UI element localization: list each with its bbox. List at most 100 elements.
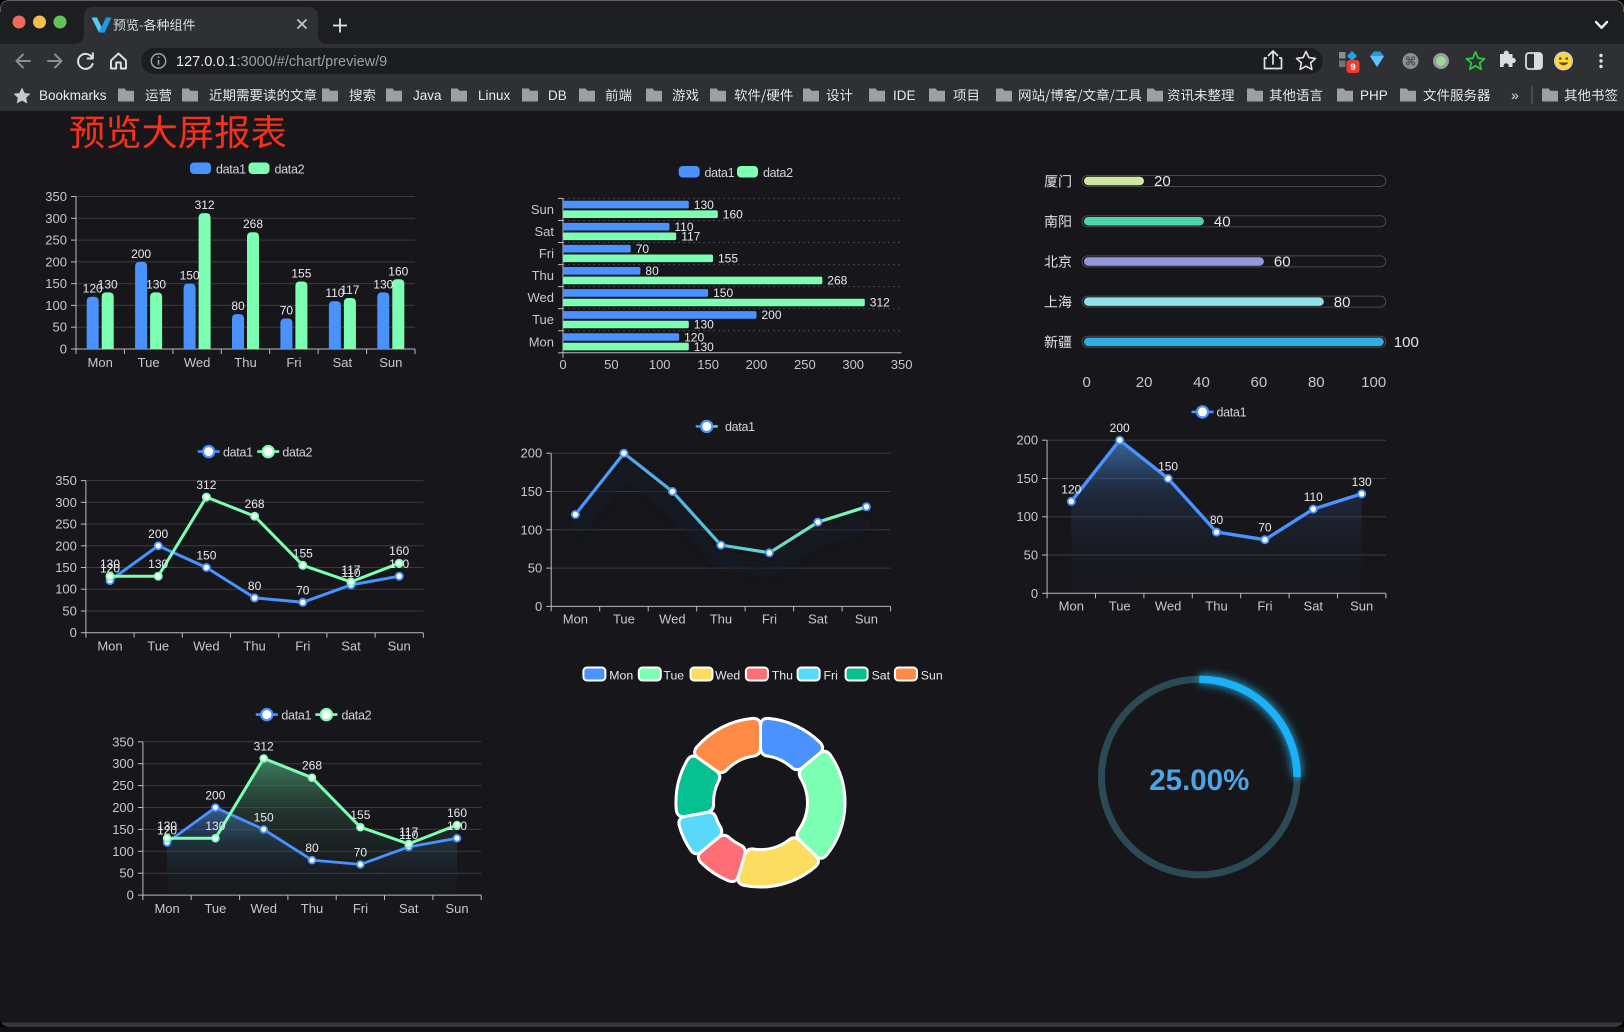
svg-text:data2: data2 — [342, 708, 372, 722]
svg-text:200: 200 — [1016, 433, 1038, 448]
svg-text:Sat: Sat — [872, 668, 891, 682]
svg-text:150: 150 — [713, 286, 733, 300]
svg-text:Sun: Sun — [388, 639, 411, 654]
svg-text:120: 120 — [1061, 482, 1081, 496]
svg-text:130: 130 — [100, 557, 120, 571]
svg-text:Sun: Sun — [445, 901, 468, 916]
svg-text:100: 100 — [55, 582, 77, 597]
svg-text:155: 155 — [350, 808, 370, 822]
svg-text:0: 0 — [559, 357, 566, 372]
svg-text:200: 200 — [205, 789, 225, 803]
svg-text:350: 350 — [112, 734, 134, 749]
svg-text:150: 150 — [1016, 471, 1038, 486]
svg-text:70: 70 — [296, 583, 310, 597]
svg-text:Bookmarks: Bookmarks — [39, 88, 107, 103]
svg-text:200: 200 — [131, 247, 151, 261]
svg-text:100: 100 — [112, 844, 134, 859]
svg-text:127.0.0.1:3000/#/chart/preview: 127.0.0.1:3000/#/chart/preview/9 — [176, 54, 387, 70]
svg-text:60: 60 — [1274, 254, 1291, 271]
svg-text:50: 50 — [604, 357, 618, 372]
svg-text:130: 130 — [694, 340, 714, 354]
svg-text:130: 130 — [157, 819, 177, 833]
svg-text:Fri: Fri — [353, 901, 368, 916]
svg-text:Tue: Tue — [1109, 598, 1131, 613]
svg-text:Thu: Thu — [710, 611, 732, 626]
svg-text:350: 350 — [45, 189, 67, 204]
svg-text:data1: data1 — [223, 445, 253, 459]
svg-text:0: 0 — [70, 625, 77, 640]
svg-text:Tue: Tue — [147, 639, 169, 654]
svg-text:130: 130 — [98, 277, 118, 291]
svg-text:120: 120 — [83, 282, 103, 296]
svg-text:200: 200 — [1110, 421, 1130, 435]
svg-text:250: 250 — [55, 517, 77, 532]
svg-text:110: 110 — [674, 220, 693, 234]
svg-text:Java: Java — [413, 88, 442, 103]
svg-text:200: 200 — [762, 308, 782, 322]
svg-text:130: 130 — [146, 277, 166, 291]
svg-text:data1: data1 — [281, 708, 311, 722]
svg-text:110: 110 — [325, 286, 344, 300]
svg-text:Sun: Sun — [1350, 598, 1373, 613]
svg-text:150: 150 — [45, 276, 67, 291]
svg-text:150: 150 — [254, 810, 274, 824]
svg-text:Sun: Sun — [921, 668, 943, 682]
svg-text:117: 117 — [681, 230, 700, 244]
svg-text:data1: data1 — [1217, 406, 1247, 420]
svg-text:70: 70 — [636, 242, 650, 256]
svg-text:160: 160 — [447, 806, 467, 820]
svg-text:80: 80 — [1334, 294, 1351, 311]
svg-text:Sun: Sun — [855, 611, 878, 626]
svg-text:117: 117 — [399, 825, 418, 839]
svg-text:130: 130 — [694, 198, 714, 212]
svg-text:50: 50 — [528, 561, 542, 576]
svg-text:Mon: Mon — [88, 355, 113, 370]
svg-text:Thu: Thu — [301, 901, 323, 916]
svg-text:Mon: Mon — [609, 668, 633, 682]
svg-text:Wed: Wed — [184, 355, 211, 370]
svg-text:Fri: Fri — [295, 639, 310, 654]
svg-text:312: 312 — [196, 478, 216, 492]
svg-text:300: 300 — [55, 495, 77, 510]
svg-text:268: 268 — [243, 217, 263, 231]
svg-text:Mon: Mon — [1059, 598, 1084, 613]
svg-text:Sat: Sat — [341, 639, 361, 654]
svg-text:200: 200 — [746, 357, 768, 372]
svg-text:Thu: Thu — [1205, 598, 1227, 613]
svg-text:Thu: Thu — [772, 668, 793, 682]
svg-text:0: 0 — [127, 888, 134, 903]
svg-text:80: 80 — [305, 841, 319, 855]
svg-text:130: 130 — [1352, 475, 1372, 489]
svg-text:Fri: Fri — [824, 668, 838, 682]
svg-text:Wed: Wed — [193, 639, 220, 654]
svg-text:Fri: Fri — [762, 611, 777, 626]
svg-text:120: 120 — [684, 330, 704, 344]
svg-text:155: 155 — [718, 252, 738, 266]
svg-text:70: 70 — [1258, 521, 1272, 535]
svg-text:80: 80 — [231, 299, 245, 313]
svg-text:150: 150 — [180, 269, 200, 283]
svg-text:100: 100 — [45, 298, 67, 313]
svg-text:Sun: Sun — [531, 202, 554, 217]
svg-text:40: 40 — [1214, 213, 1231, 230]
svg-text:IDE: IDE — [893, 88, 916, 103]
svg-text:Tue: Tue — [613, 611, 635, 626]
svg-text:130: 130 — [694, 318, 714, 332]
svg-text:Wed: Wed — [715, 668, 740, 682]
svg-text:200: 200 — [148, 527, 168, 541]
svg-text:Sat: Sat — [333, 355, 353, 370]
svg-text:20: 20 — [1136, 374, 1153, 391]
svg-text:60: 60 — [1251, 374, 1268, 391]
svg-text:200: 200 — [520, 446, 542, 461]
svg-text:⌘: ⌘ — [1405, 54, 1417, 68]
svg-text:150: 150 — [520, 484, 542, 499]
svg-text:150: 150 — [697, 357, 719, 372]
svg-text:160: 160 — [388, 264, 408, 278]
svg-text:160: 160 — [723, 207, 743, 221]
svg-text:110: 110 — [341, 566, 360, 580]
svg-text:Mon: Mon — [563, 611, 588, 626]
svg-text:250: 250 — [794, 357, 816, 372]
svg-text:120: 120 — [100, 562, 120, 576]
svg-text:Mon: Mon — [154, 901, 179, 916]
svg-text:50: 50 — [62, 604, 76, 619]
